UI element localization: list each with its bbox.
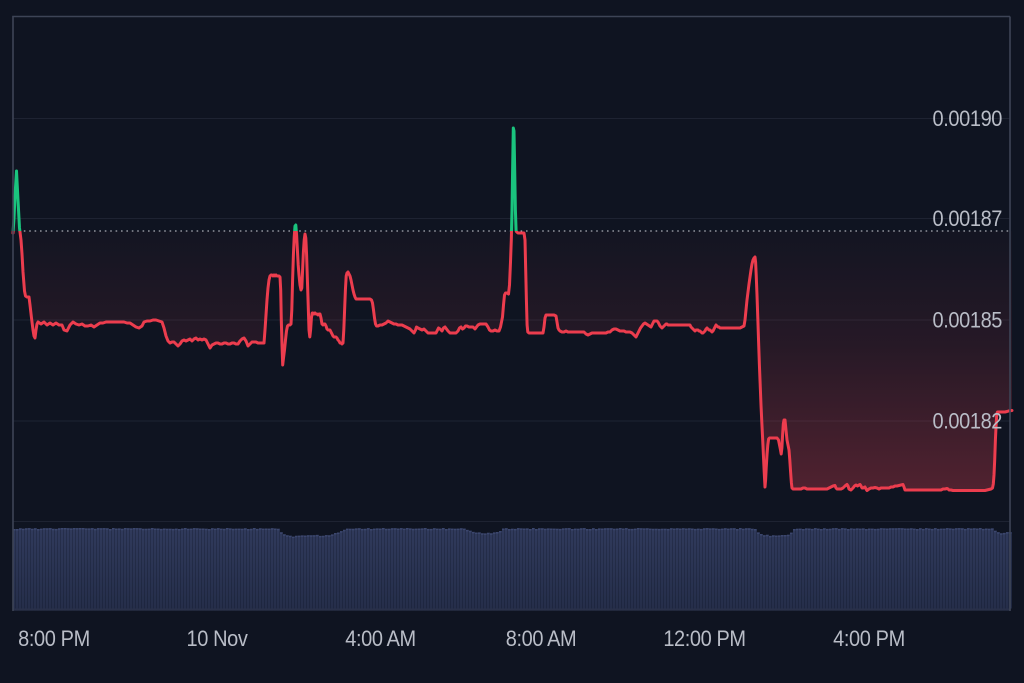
svg-text:8:00 AM: 8:00 AM (506, 626, 577, 651)
svg-text:4:00 PM: 4:00 PM (833, 626, 905, 651)
svg-text:10 Nov: 10 Nov (187, 626, 249, 651)
svg-text:4:00 AM: 4:00 AM (345, 626, 416, 651)
svg-text:0.00185: 0.00185 (933, 307, 1002, 332)
svg-text:8:00 PM: 8:00 PM (18, 626, 90, 651)
svg-text:12:00 PM: 12:00 PM (663, 626, 745, 651)
svg-text:0.00190: 0.00190 (933, 106, 1003, 131)
svg-text:0.00187: 0.00187 (933, 206, 1002, 231)
svg-text:0.00182: 0.00182 (933, 408, 1002, 433)
